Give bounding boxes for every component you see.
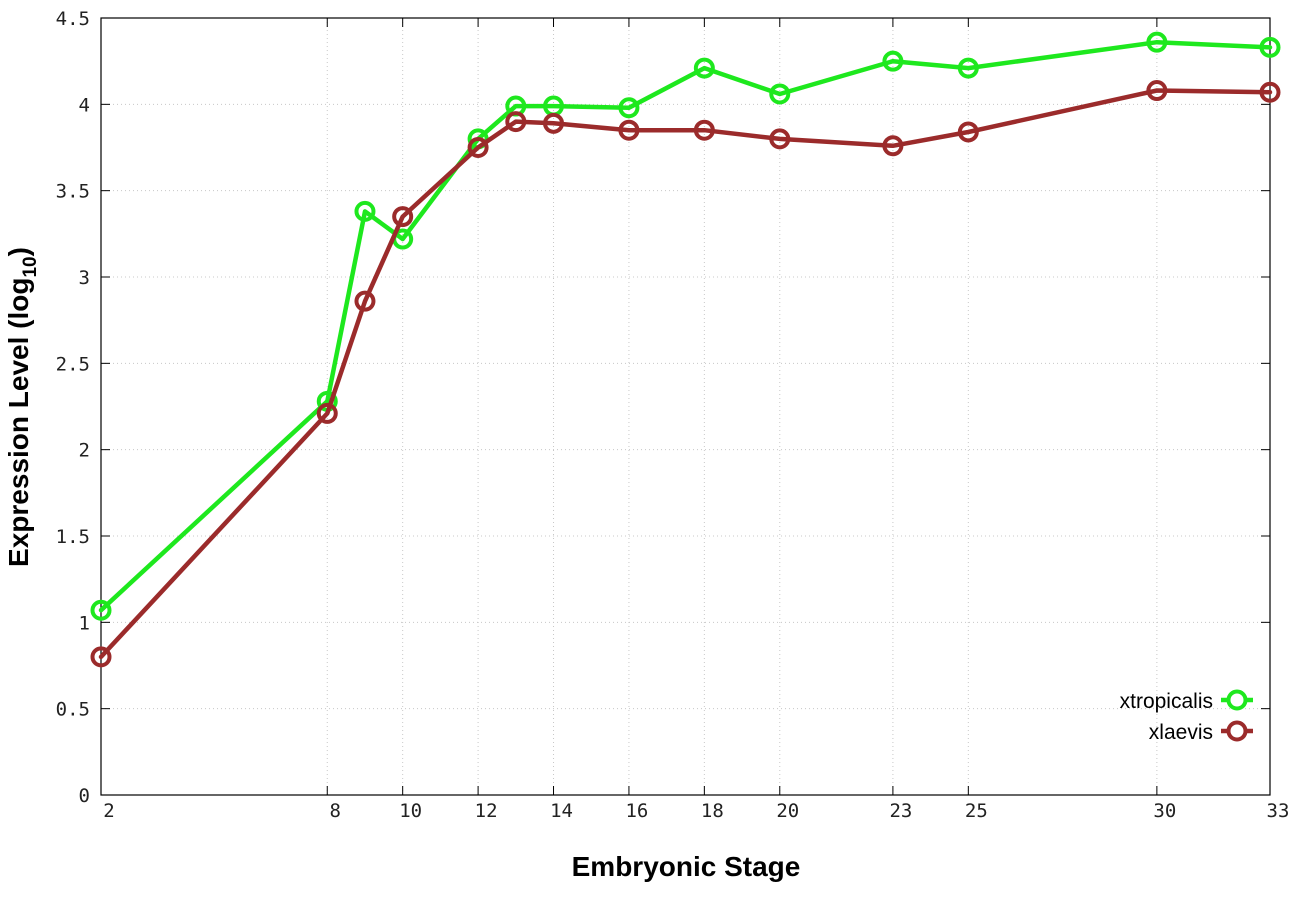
- data-point-xtropicalis: [618, 97, 640, 119]
- grid-lines: [101, 18, 1270, 795]
- data-point-xtropicalis: [1146, 31, 1168, 53]
- y-tick-label: 1.5: [56, 526, 90, 548]
- x-tick-label: 23: [889, 800, 912, 822]
- x-tick-label: 14: [550, 800, 573, 822]
- x-tick-label: 18: [701, 800, 724, 822]
- legend-marker-xlaevis: [1226, 720, 1248, 742]
- data-point-xlaevis: [957, 121, 979, 143]
- data-point-xlaevis: [769, 128, 791, 150]
- x-tick-label: 33: [1267, 800, 1290, 822]
- data-point-xlaevis: [505, 111, 527, 133]
- axes: 0 0.5 1 1.5 2 2.5 3 3.5 4 4.5 2 8 10 12 14 16 18 20 23 25 30…: [56, 8, 1290, 822]
- legend-label-xlaevis: xlaevis: [1149, 721, 1213, 744]
- y-tick-label: 0: [79, 785, 90, 807]
- y-axis-title-main: Expression Level (log: [3, 278, 34, 567]
- y-tick-label: 3.5: [56, 181, 90, 203]
- data-point-xtropicalis: [957, 57, 979, 79]
- data-point-xlaevis: [543, 112, 565, 134]
- data-point-xtropicalis: [693, 57, 715, 79]
- data-point-xtropicalis: [1259, 36, 1281, 58]
- y-axis-title-sub: 10: [20, 256, 41, 277]
- legend-marker-xtropicalis: [1226, 689, 1248, 711]
- y-tick-label: 2: [79, 440, 90, 462]
- x-tick-label: 10: [399, 800, 422, 822]
- y-tick-label: 1: [79, 612, 90, 634]
- data-point-xlaevis: [1259, 81, 1281, 103]
- x-tick-label: 30: [1153, 800, 1176, 822]
- y-tick-label: 0.5: [56, 699, 90, 721]
- x-tick-label: 8: [330, 800, 341, 822]
- x-tick-label: 12: [475, 800, 498, 822]
- data-series: [90, 31, 1281, 668]
- y-tick-label: 2.5: [56, 353, 90, 375]
- data-point-xlaevis: [882, 135, 904, 157]
- series-line-xlaevis: [98, 88, 1273, 660]
- data-point-xlaevis: [316, 402, 338, 424]
- series-line-xtropicalis: [98, 39, 1273, 613]
- data-point-xtropicalis: [354, 200, 376, 222]
- x-tick-label: 16: [625, 800, 648, 822]
- y-axis-title: Expression Level (log10): [3, 247, 41, 567]
- data-point-xlaevis: [1146, 80, 1168, 102]
- legend: xtropicalis xlaevis: [1120, 689, 1253, 744]
- data-point-xlaevis: [354, 290, 376, 312]
- data-point-xlaevis: [467, 137, 489, 158]
- legend-label-xtropicalis: xtropicalis: [1120, 690, 1213, 713]
- plot-frame: [100, 17, 1271, 796]
- x-axis-title: Embryonic Stage: [572, 851, 801, 882]
- data-point-xlaevis: [618, 119, 640, 141]
- x-tick-label: 25: [965, 800, 988, 822]
- x-tick-label: 2: [103, 800, 114, 822]
- y-axis-title-close: ): [3, 247, 34, 256]
- data-point-xtropicalis: [90, 599, 112, 621]
- data-point-xlaevis: [392, 206, 414, 228]
- y-tick-label: 3: [79, 267, 90, 289]
- y-tick-label: 4.5: [56, 8, 90, 30]
- data-point-xtropicalis: [882, 50, 904, 72]
- data-point-xtropicalis: [769, 83, 791, 105]
- y-tick-label: 4: [79, 94, 90, 116]
- x-tick-label: 20: [776, 800, 799, 822]
- data-point-xlaevis: [693, 119, 715, 141]
- data-point-xlaevis: [90, 646, 112, 668]
